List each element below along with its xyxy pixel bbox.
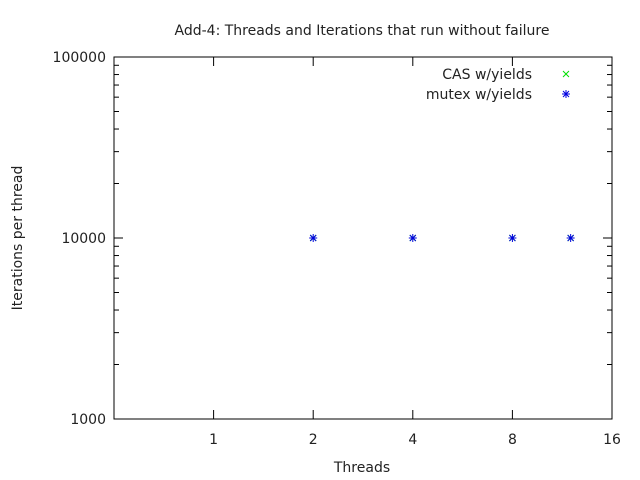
plot-frame [113, 56, 613, 420]
y-tick-label: 10000 [61, 231, 106, 247]
legend-label: mutex w/yields [426, 87, 532, 103]
x-tick-label: 4 [408, 432, 417, 448]
legend-marker [562, 90, 570, 98]
x-tick-label: 8 [508, 432, 517, 448]
legend-marker [562, 70, 570, 78]
data-point [508, 234, 517, 242]
data-point [566, 234, 575, 242]
data-point [309, 234, 318, 242]
y-axis-label: Iterations per thread [10, 166, 26, 311]
y-axis-ticks: 1000 10000 100000 [53, 50, 612, 428]
y-tick-label: 1000 [70, 412, 106, 428]
x-tick-label: 1 [209, 432, 218, 448]
x-tick-label: 2 [309, 432, 318, 448]
data-points [309, 234, 575, 242]
y-minor-ticks [114, 64, 612, 366]
x-axis-ticks: 1 2 4 8 16 [209, 57, 621, 448]
data-point [408, 234, 417, 242]
x-axis-label: Threads [333, 460, 390, 476]
legend: CAS w/yields mutex w/yields [426, 67, 570, 103]
chart-title: Add-4: Threads and Iterations that run w… [175, 23, 550, 39]
legend-label: CAS w/yields [442, 67, 532, 83]
y-tick-label: 100000 [53, 50, 106, 66]
x-tick-label: 16 [603, 432, 621, 448]
